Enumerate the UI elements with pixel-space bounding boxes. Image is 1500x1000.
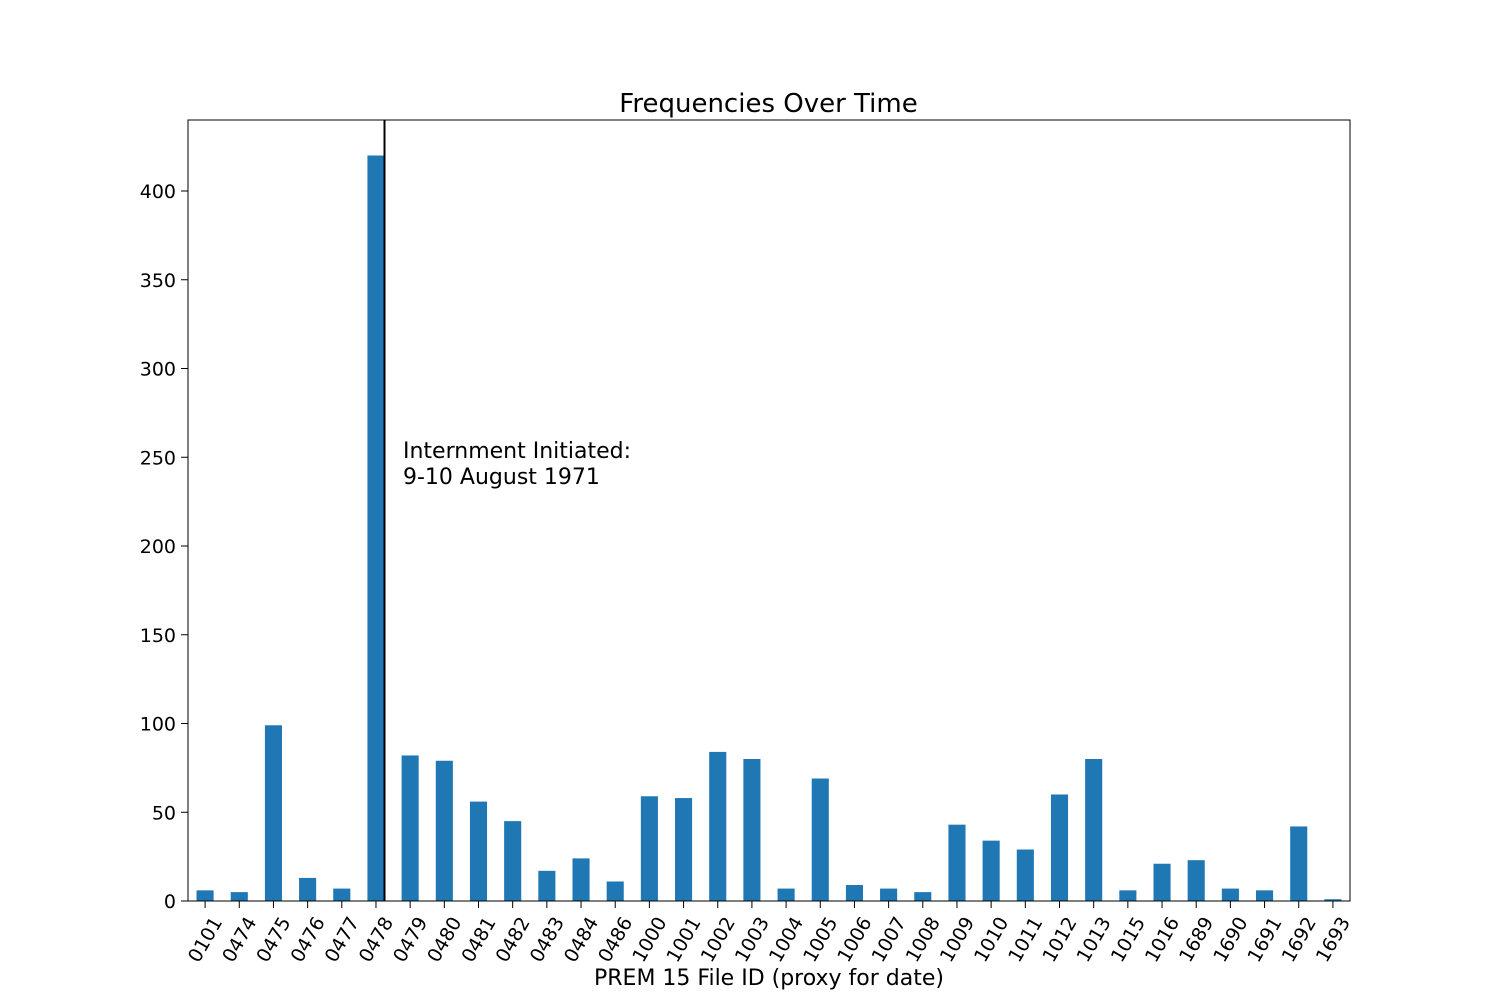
x-tick-label: 0475 (252, 913, 295, 966)
bar-1689 (1187, 860, 1205, 901)
x-tick-label: 0479 (389, 913, 432, 966)
bar-0474 (230, 892, 248, 902)
bar-1008 (914, 892, 932, 902)
bar-1015 (1119, 890, 1137, 901)
y-tick-label: 400 (140, 181, 176, 203)
bar-1691 (1256, 890, 1274, 901)
x-tick-label: 1691 (1243, 913, 1286, 966)
x-axis-label: PREM 15 File ID (proxy for date) (594, 966, 944, 991)
x-tick-label: 1006 (833, 913, 876, 966)
y-tick-label: 100 (140, 714, 176, 736)
x-tick-label: 0481 (457, 913, 500, 966)
bar-0476 (299, 877, 317, 901)
y-tick-label: 200 (140, 536, 176, 558)
y-tick-label: 300 (140, 359, 176, 381)
bar-0480 (435, 760, 453, 901)
y-tick-label: 350 (140, 270, 176, 292)
x-tick-label: 0484 (560, 913, 603, 966)
bar-1016 (1153, 863, 1171, 901)
y-tick-label: 50 (152, 802, 176, 824)
bar-1007 (880, 888, 898, 901)
x-tick-label: 1008 (902, 913, 945, 966)
x-tick-label: 0101 (184, 913, 227, 966)
x-tick-label: 0474 (218, 913, 261, 966)
x-tick-label: 0483 (526, 913, 569, 966)
bar-0482 (504, 821, 522, 902)
bar-0481 (469, 801, 488, 901)
bar-1006 (845, 885, 863, 901)
x-tick-label: 1689 (1175, 913, 1218, 966)
y-axis: 0 50 100 150 200 250 300 350 400 (140, 181, 188, 913)
x-tick-label: 0482 (492, 913, 535, 966)
x-tick-label: 1692 (1278, 913, 1321, 966)
x-tick-label: 1690 (1209, 913, 1252, 966)
bar-1003 (743, 759, 761, 901)
x-tick-label: 0480 (423, 913, 466, 966)
x-tick-label: 1005 (799, 913, 842, 966)
x-tick-label: 1004 (765, 913, 808, 966)
x-tick-label: 1012 (1038, 913, 1081, 966)
bar-1009 (948, 824, 966, 901)
chart-title: Frequencies Over Time (619, 89, 917, 119)
bar-1011 (1016, 849, 1034, 901)
bar-1004 (777, 888, 795, 901)
bar-0475 (264, 725, 282, 901)
x-tick-label: 1011 (1004, 913, 1047, 966)
bar-1010 (982, 840, 1000, 901)
bar-1002 (709, 751, 727, 901)
annotation-label-line2: 9-10 August 1971 (403, 465, 600, 490)
bars-group (196, 155, 1342, 902)
bar-1001 (675, 798, 693, 901)
bar-0483 (538, 870, 556, 901)
bar-1690 (1221, 888, 1239, 901)
x-axis: 0101047404750476047704780479048004810482… (184, 901, 1355, 966)
x-tick-label: 1013 (1073, 913, 1116, 966)
bar-1693 (1324, 899, 1342, 901)
x-tick-label: 1015 (1107, 913, 1150, 966)
x-tick-label: 1009 (936, 913, 979, 966)
x-tick-label: 1010 (970, 913, 1013, 966)
bar-1005 (811, 778, 829, 901)
plot-frame (187, 119, 1351, 902)
x-tick-label: 0477 (321, 913, 364, 966)
y-tick-label: 150 (140, 625, 176, 647)
y-tick-label: 250 (140, 447, 176, 469)
bar-0484 (572, 858, 590, 901)
x-tick-label: 1000 (628, 913, 671, 966)
bar-1692 (1290, 826, 1308, 901)
x-tick-label: 1693 (1312, 913, 1355, 966)
bar-1013 (1085, 759, 1103, 901)
bar-0479 (401, 755, 419, 901)
bar-0101 (196, 890, 214, 901)
bar-0478 (367, 155, 385, 901)
bar-1012 (1050, 794, 1069, 901)
annotation-label-line1: Internment Initiated: (403, 439, 631, 464)
x-tick-label: 1001 (662, 913, 705, 966)
bar-1000 (640, 796, 658, 901)
x-tick-label: 1003 (731, 913, 774, 966)
x-tick-label: 0486 (594, 913, 637, 966)
x-tick-label: 0478 (355, 913, 398, 966)
x-tick-label: 1007 (867, 913, 910, 966)
bar-0486 (606, 881, 624, 901)
y-tick-label: 0 (164, 891, 176, 913)
x-tick-label: 1002 (697, 913, 740, 966)
x-tick-label: 1016 (1141, 913, 1184, 966)
x-tick-label: 0476 (286, 913, 329, 966)
bar-0477 (333, 888, 351, 901)
